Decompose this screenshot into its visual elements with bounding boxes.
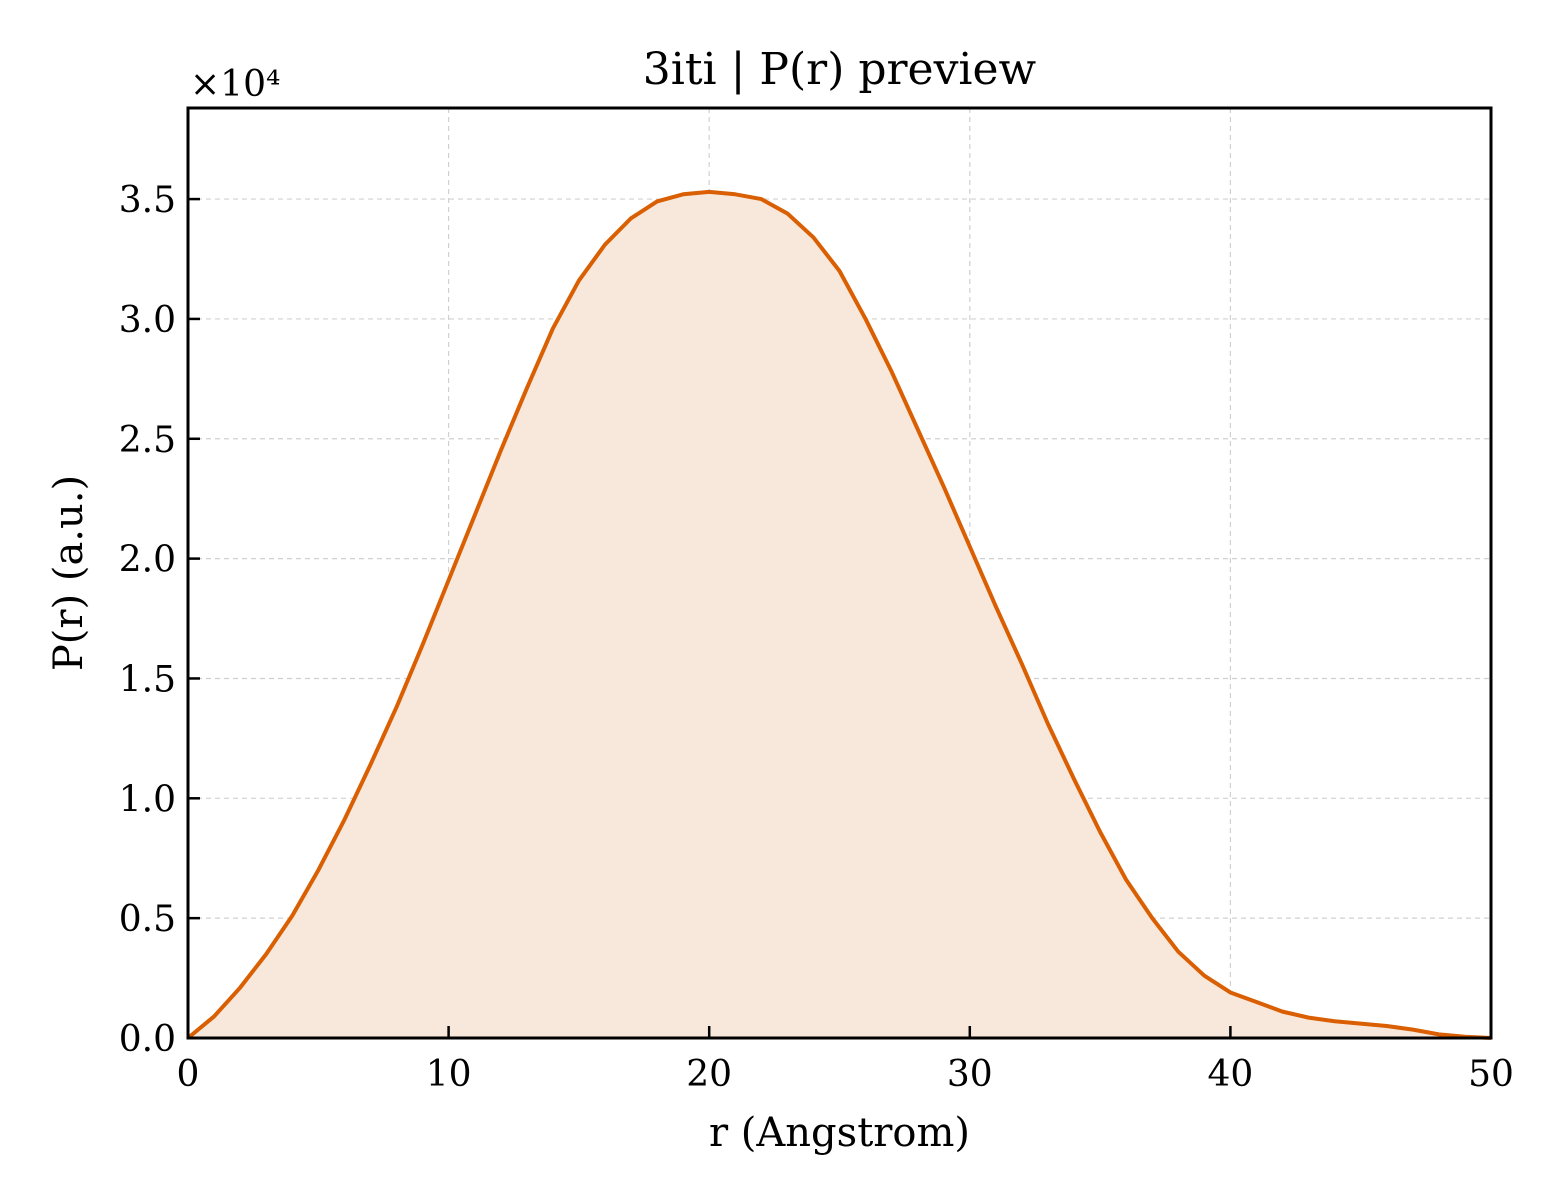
y-tick-label: 1.5 [119, 659, 176, 700]
series-line [186, 189, 1492, 1040]
ticks-layer: 0 10 20 30 40 50 0.0 0.5 1.0 1.5 2.0 2.5 3.0 3.5 [119, 180, 1514, 1095]
y-tick-label: 0.5 [119, 899, 176, 940]
x-tick-label: 0 [177, 1054, 200, 1095]
x-tick-label: 10 [426, 1054, 472, 1095]
x-axis-label: r (Angstrom) [709, 1110, 970, 1156]
chart-title: 3iti | P(r) preview [643, 44, 1037, 95]
x-tick-label: 20 [686, 1054, 732, 1095]
x-tick-label: 40 [1207, 1054, 1253, 1095]
x-tick-label: 30 [947, 1054, 993, 1095]
y-tick-label: 0.0 [119, 1019, 176, 1060]
area-fill [188, 191, 1491, 1038]
y-axis-multiplier: ×10⁴ [190, 64, 280, 105]
plot-frame [186, 106, 1493, 1040]
y-axis-label: P(r) (a.u.) [46, 475, 92, 671]
y-tick-label: 1.0 [119, 779, 176, 820]
y-tick-label: 2.0 [119, 540, 176, 581]
x-tick-label: 50 [1468, 1054, 1514, 1095]
y-tick-label: 3.5 [119, 180, 176, 221]
y-tick-label: 2.5 [119, 420, 176, 461]
y-tick-label: 3.0 [119, 300, 176, 341]
